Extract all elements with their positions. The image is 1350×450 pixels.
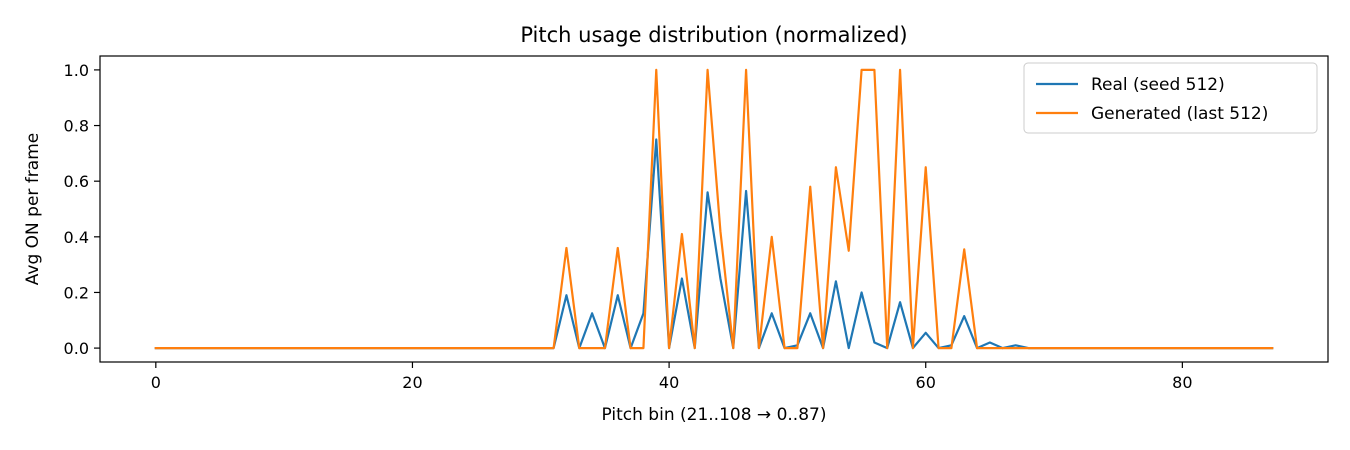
legend-box xyxy=(1023,62,1318,134)
legend-label-real: Real (seed 512) xyxy=(1091,75,1225,95)
x-tick-label: 40 xyxy=(659,373,679,392)
legend: Real (seed 512) Generated (last 512) xyxy=(1023,62,1318,134)
legend-label-generated: Generated (last 512) xyxy=(1091,104,1268,124)
x-tick-label: 80 xyxy=(1172,373,1192,392)
y-tick-label: 1.0 xyxy=(64,61,89,80)
x-axis-ticks: 0 20 40 60 80 xyxy=(151,362,1193,392)
plot-area-frame xyxy=(99,55,1329,363)
chart-title: Pitch usage distribution (normalized) xyxy=(520,23,907,47)
y-tick-label: 0.2 xyxy=(64,283,89,302)
series-lines xyxy=(154,68,1274,350)
x-tick-label: 60 xyxy=(916,373,936,392)
series-line-1 xyxy=(154,68,1274,350)
x-axis-label: Pitch bin (21..108 → 0..87) xyxy=(602,405,827,425)
y-tick-label: 0.0 xyxy=(64,339,89,358)
x-tick-label: 20 xyxy=(402,373,422,392)
y-tick-label: 0.6 xyxy=(64,172,89,191)
x-tick-label: 0 xyxy=(151,373,161,392)
y-tick-label: 0.4 xyxy=(64,228,89,247)
y-tick-label: 0.8 xyxy=(64,117,89,136)
y-axis-label: Avg ON per frame xyxy=(23,133,43,285)
y-axis-ticks: 0.0 0.2 0.4 0.6 0.8 1.0 xyxy=(64,61,100,358)
